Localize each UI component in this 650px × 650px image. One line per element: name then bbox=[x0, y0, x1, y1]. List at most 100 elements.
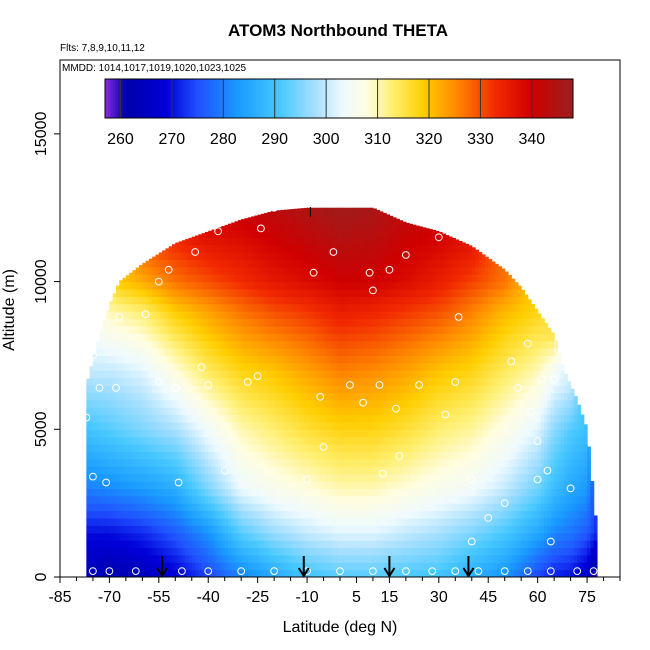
theta-cell bbox=[142, 510, 147, 519]
theta-cell bbox=[323, 569, 328, 577]
theta-cell bbox=[198, 451, 203, 460]
theta-cell bbox=[231, 355, 236, 364]
theta-cell bbox=[284, 229, 288, 238]
theta-cell bbox=[116, 421, 120, 430]
theta-cell bbox=[155, 355, 160, 364]
theta-cell bbox=[333, 429, 338, 438]
theta-cell bbox=[399, 562, 404, 571]
theta-cell bbox=[155, 525, 160, 534]
theta-cell bbox=[412, 466, 417, 475]
theta-cell bbox=[116, 569, 120, 577]
theta-cell bbox=[409, 495, 414, 504]
theta-cell bbox=[221, 466, 226, 475]
theta-cell bbox=[369, 333, 374, 342]
theta-cell bbox=[425, 237, 430, 246]
theta-cell bbox=[214, 532, 219, 541]
theta-cell bbox=[356, 288, 361, 297]
theta-cell bbox=[422, 488, 427, 497]
theta-cell bbox=[251, 274, 255, 283]
theta-cell bbox=[297, 480, 302, 489]
theta-cell bbox=[428, 325, 433, 334]
theta-cell bbox=[343, 384, 348, 393]
theta-cell bbox=[102, 517, 107, 526]
theta-cell bbox=[254, 414, 259, 423]
theta-cell bbox=[92, 377, 97, 386]
theta-cell bbox=[386, 215, 391, 224]
theta-cell bbox=[409, 473, 414, 482]
theta-cell bbox=[208, 436, 213, 445]
theta-cell bbox=[247, 540, 252, 549]
theta-cell bbox=[260, 213, 265, 216]
theta-cell bbox=[158, 281, 163, 290]
theta-cell bbox=[148, 429, 153, 438]
theta-cell bbox=[139, 370, 143, 379]
theta-cell bbox=[155, 333, 160, 342]
theta-cell bbox=[336, 340, 341, 349]
theta-cell bbox=[435, 296, 440, 305]
theta-cell bbox=[178, 414, 183, 423]
theta-cell bbox=[359, 429, 364, 438]
theta-cell bbox=[333, 281, 338, 290]
theta-cell bbox=[191, 362, 196, 371]
theta-cell bbox=[231, 377, 236, 386]
theta-cell bbox=[330, 407, 335, 416]
theta-cell bbox=[376, 296, 381, 305]
theta-cell bbox=[247, 237, 252, 246]
theta-cell bbox=[366, 525, 371, 534]
theta-cell bbox=[201, 362, 206, 371]
theta-cell bbox=[132, 355, 137, 364]
theta-cell bbox=[396, 429, 400, 438]
theta-cell bbox=[435, 458, 440, 467]
theta-cell bbox=[208, 230, 213, 238]
theta-cell bbox=[129, 281, 134, 290]
theta-cell bbox=[359, 325, 364, 334]
theta-cell bbox=[237, 414, 242, 423]
theta-cell bbox=[409, 274, 414, 283]
theta-cell bbox=[116, 325, 120, 334]
theta-cell bbox=[320, 451, 325, 460]
theta-cell bbox=[369, 274, 374, 283]
theta-cell bbox=[148, 547, 153, 556]
theta-cell bbox=[129, 429, 134, 438]
theta-cell bbox=[247, 377, 252, 386]
theta-cell bbox=[336, 510, 341, 519]
theta-cell bbox=[92, 540, 97, 549]
theta-cell bbox=[178, 303, 183, 312]
theta-cell bbox=[369, 288, 374, 297]
theta-cell bbox=[340, 503, 344, 512]
theta-cell bbox=[300, 311, 305, 320]
theta-cell bbox=[290, 517, 295, 526]
theta-cell bbox=[280, 377, 285, 386]
theta-cell bbox=[188, 525, 193, 534]
theta-cell bbox=[386, 340, 391, 349]
theta-cell bbox=[287, 480, 292, 489]
theta-cell bbox=[152, 281, 157, 290]
theta-cell bbox=[158, 429, 163, 438]
theta-cell bbox=[86, 569, 91, 577]
theta-cell bbox=[237, 222, 242, 231]
theta-cell bbox=[343, 318, 348, 327]
theta-cell bbox=[191, 252, 196, 261]
theta-cell bbox=[313, 525, 318, 534]
theta-cell bbox=[422, 333, 427, 342]
theta-cell bbox=[343, 333, 348, 342]
theta-cell bbox=[152, 370, 157, 379]
theta-cell bbox=[231, 525, 236, 534]
theta-cell bbox=[300, 333, 305, 342]
theta-cell bbox=[376, 495, 381, 504]
theta-cell bbox=[428, 525, 433, 534]
theta-cell bbox=[369, 532, 374, 541]
theta-cell bbox=[191, 370, 196, 379]
theta-cell bbox=[320, 384, 325, 393]
theta-cell bbox=[336, 229, 341, 238]
theta-cell bbox=[92, 569, 97, 577]
theta-cell bbox=[214, 229, 219, 238]
theta-cell bbox=[297, 532, 302, 541]
theta-cell bbox=[228, 325, 232, 334]
theta-cell bbox=[274, 444, 279, 453]
theta-cell bbox=[254, 421, 259, 430]
theta-cell bbox=[389, 451, 394, 460]
theta-cell bbox=[89, 370, 94, 379]
theta-cell bbox=[287, 510, 292, 519]
theta-cell bbox=[178, 525, 183, 534]
